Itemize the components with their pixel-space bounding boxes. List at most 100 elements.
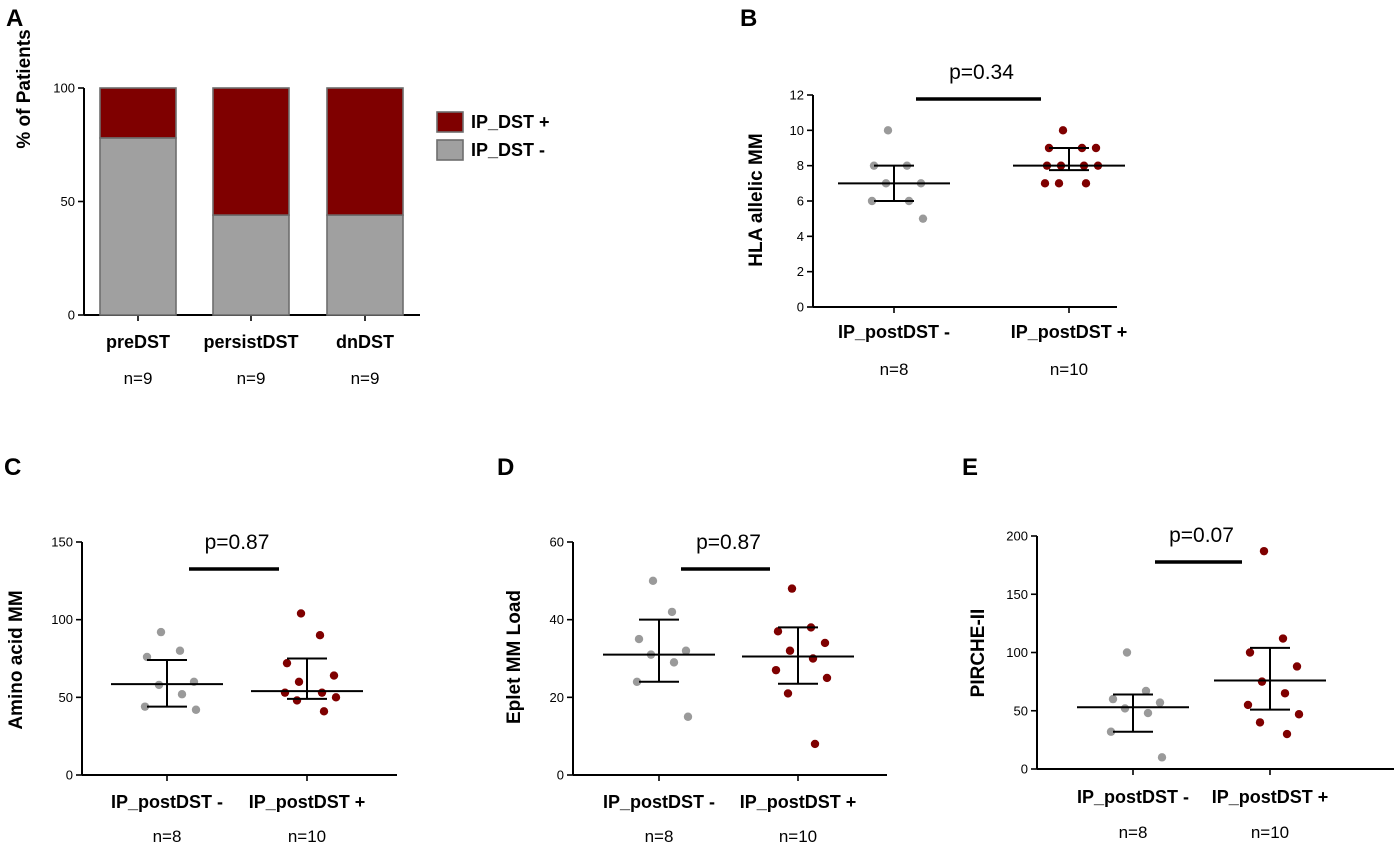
y-tick-label: 0 <box>797 300 804 315</box>
panel-letter: B <box>740 5 757 32</box>
data-point <box>1157 753 1167 762</box>
panel-letter: C <box>4 454 21 481</box>
data-point <box>282 658 292 668</box>
data-point <box>787 584 797 593</box>
data-point <box>773 627 783 636</box>
data-point <box>883 126 893 135</box>
n-label: n=8 <box>153 827 182 845</box>
data-point <box>1292 662 1302 671</box>
y-tick-label: 0 <box>68 308 75 323</box>
n-label: n=10 <box>779 827 817 845</box>
n-label: n=9 <box>124 369 153 388</box>
y-tick-label: 12 <box>790 88 804 103</box>
data-point <box>1245 648 1255 657</box>
x-tick-label: IP_postDST + <box>1011 322 1128 342</box>
data-point <box>918 214 928 223</box>
p-value: p=0.07 <box>1169 524 1234 547</box>
panel-letter: D <box>497 454 514 481</box>
data-point <box>317 688 327 697</box>
x-tick-label: IP_postDST - <box>603 792 715 812</box>
panel-c: C 0 50 100 150 Amino acid MM IP_postDST - n=8 IP… <box>4 454 397 845</box>
bar-dndst-positive <box>326 87 404 216</box>
bar-predst-negative <box>99 137 177 316</box>
data-point <box>1054 179 1064 188</box>
data-point <box>1122 648 1132 657</box>
data-point <box>319 707 329 716</box>
y-tick-label: 100 <box>1006 645 1028 660</box>
y-tick-label: 20 <box>550 690 564 705</box>
data-point <box>1257 677 1267 686</box>
x-tick-label: IP_postDST - <box>838 322 950 342</box>
panel-letter: A <box>6 5 23 32</box>
data-point <box>140 702 150 711</box>
data-point <box>669 658 679 667</box>
y-tick-label: 50 <box>59 690 73 705</box>
data-point <box>175 646 185 655</box>
data-point <box>296 609 306 618</box>
y-axis-label: % of Patients <box>14 29 35 148</box>
data-point <box>1106 727 1116 736</box>
panel-b: B 0 2 4 6 8 10 12 HLA allelic MM IP_postDST - n=8 I… <box>740 5 1127 379</box>
bar-predst-positive <box>99 87 177 139</box>
n-label: n=8 <box>880 360 909 379</box>
y-tick-label: 2 <box>797 264 804 279</box>
data-point <box>142 652 152 662</box>
x-tick-label: IP_postDST + <box>249 792 366 812</box>
bar-dndst-negative <box>326 214 404 316</box>
data-point <box>1243 700 1253 710</box>
n-label: n=10 <box>1251 823 1289 842</box>
data-point <box>632 677 642 686</box>
data-point <box>280 688 290 697</box>
y-tick-label: 6 <box>797 194 804 209</box>
panel-d: D 0 20 40 60 Eplet MM Load IP_postDST - n=8 IP_p… <box>497 454 887 845</box>
bar-persistdst-positive <box>212 87 290 216</box>
legend-label: IP_DST - <box>471 140 545 160</box>
x-tick-label: IP_postDST - <box>111 792 223 812</box>
x-tick-label: preDST <box>106 332 170 352</box>
bar-persistdst-negative <box>212 214 290 316</box>
data-point <box>329 671 339 680</box>
data-point <box>315 631 325 640</box>
panel-a: A 0 50 100 % of Patients preDST n=9 persistDST n… <box>6 5 550 388</box>
data-point <box>1058 126 1068 135</box>
y-tick-label: 4 <box>797 229 804 244</box>
data-point <box>1294 710 1304 719</box>
data-point <box>783 689 793 698</box>
x-tick-label: IP_postDST + <box>740 792 857 812</box>
legend-swatch <box>436 111 464 133</box>
data-point <box>667 607 677 617</box>
legend-label: IP_DST + <box>471 112 550 132</box>
panel-letter: E <box>962 454 978 481</box>
y-axis-label: Eplet MM Load <box>504 590 525 724</box>
y-tick-label: 150 <box>51 535 73 550</box>
y-tick-label: 0 <box>66 768 73 783</box>
p-value: p=0.87 <box>205 531 270 554</box>
data-point <box>1091 143 1101 153</box>
data-point <box>1259 546 1269 556</box>
data-point <box>191 705 201 714</box>
n-label: n=9 <box>237 369 266 388</box>
data-point <box>810 739 820 749</box>
y-tick-label: 100 <box>53 81 75 96</box>
y-tick-label: 0 <box>1021 762 1028 777</box>
y-tick-label: 40 <box>550 612 564 627</box>
x-tick-label: dnDST <box>336 332 394 352</box>
data-point <box>820 638 830 648</box>
y-tick-label: 0 <box>557 768 564 783</box>
y-tick-label: 60 <box>550 535 564 550</box>
panel-e: E 0 50 100 150 200 PIRCHE-II IP_postDST - n=8 IP_… <box>962 454 1394 842</box>
x-tick-label: IP_postDST + <box>1212 787 1329 807</box>
data-point <box>1120 704 1130 713</box>
y-tick-label: 100 <box>51 612 73 627</box>
p-value: p=0.34 <box>949 61 1014 84</box>
data-point <box>681 646 691 655</box>
n-label: n=8 <box>645 827 674 845</box>
y-tick-label: 8 <box>797 158 804 173</box>
data-point <box>292 696 302 705</box>
y-axis-label: PIRCHE-II <box>968 609 989 698</box>
legend-swatch <box>436 139 464 161</box>
data-point <box>683 712 693 721</box>
y-tick-label: 10 <box>790 123 804 138</box>
data-point <box>1282 729 1292 739</box>
